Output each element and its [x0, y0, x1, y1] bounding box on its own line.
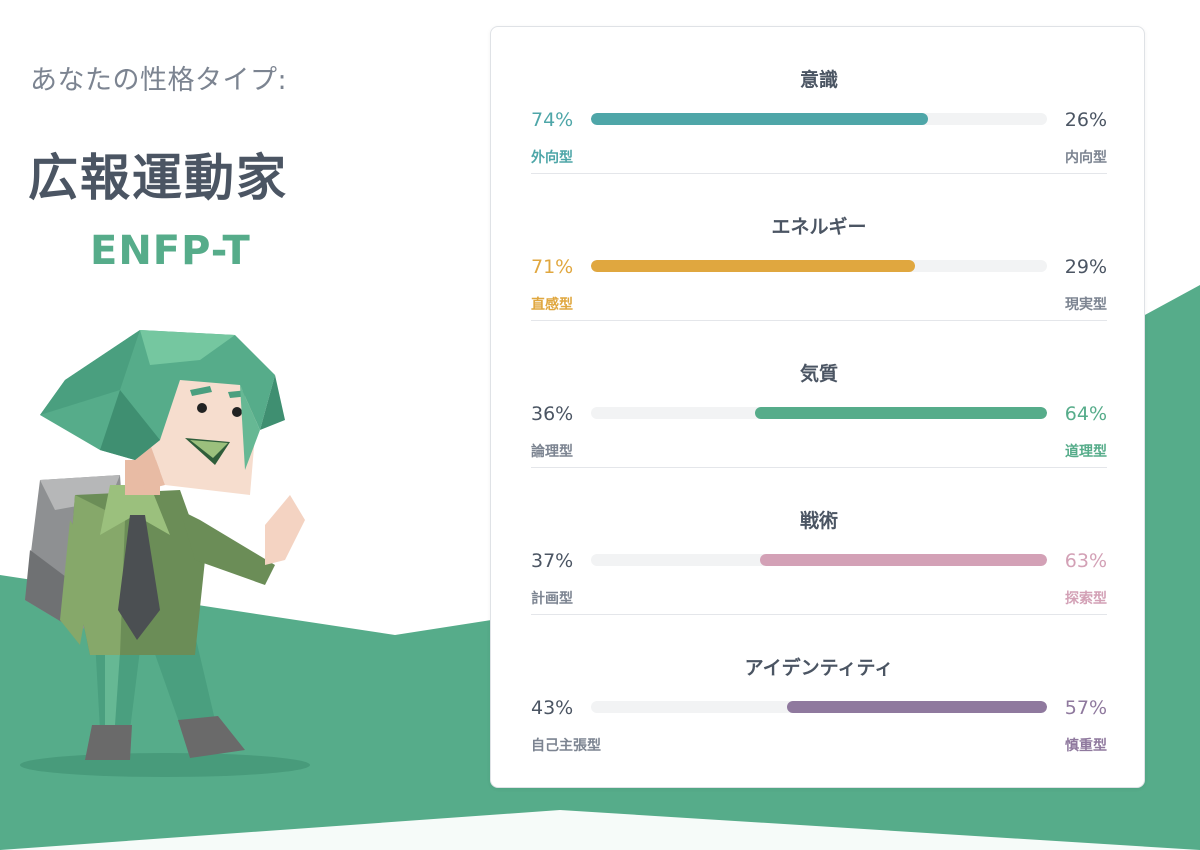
trait-right-percent: 63% [1064, 550, 1107, 572]
trait-breakdown-card: 意識 74% 26% 外向型 内向型 エネルギー 71% 29% 直感型 現実型… [490, 26, 1145, 788]
trait-right-percent: 57% [1064, 697, 1107, 719]
trait-left-percent: 37% [531, 550, 574, 572]
trait-right-label: 内向型 [1065, 150, 1107, 166]
trait-left-percent: 71% [531, 256, 574, 278]
type-summary-panel: あなたの性格タイプ: 広報運動家 ENFP-T [0, 0, 470, 850]
trait-left-label: 論理型 [531, 444, 573, 460]
trait-left-percent: 43% [531, 697, 574, 719]
divider [531, 173, 1107, 174]
trait-nature: 気質 36% 64% 論理型 道理型 [531, 321, 1107, 468]
trait-bar [591, 407, 1047, 419]
trait-left-label: 自己主張型 [531, 738, 601, 754]
trait-energy: エネルギー 71% 29% 直感型 現実型 [531, 174, 1107, 321]
trait-bar-fill [755, 407, 1047, 419]
trait-bar [591, 113, 1047, 125]
trait-bar [591, 260, 1047, 272]
trait-left-label: 外向型 [531, 150, 573, 166]
trait-title: エネルギー [771, 216, 867, 238]
trait-title: 戦術 [799, 510, 838, 532]
trait-left-percent: 74% [531, 109, 574, 131]
trait-extraversion: 意識 74% 26% 外向型 内向型 [531, 27, 1107, 174]
trait-title: アイデンティティ [744, 657, 894, 679]
trait-right-label: 探索型 [1065, 591, 1107, 607]
trait-left-percent: 36% [531, 403, 574, 425]
trait-right-percent: 64% [1064, 403, 1107, 425]
trait-bar-fill [591, 113, 928, 125]
trait-title: 気質 [799, 363, 838, 385]
divider [531, 467, 1107, 468]
subtitle: あなたの性格タイプ: [30, 65, 288, 96]
divider [531, 614, 1107, 615]
trait-bar [591, 701, 1047, 713]
trait-tactics: 戦術 37% 63% 計画型 探索型 [531, 468, 1107, 615]
trait-left-label: 直感型 [531, 297, 573, 313]
campaigner-illustration [20, 330, 310, 777]
trait-right-label: 道理型 [1065, 444, 1107, 460]
trait-left-label: 計画型 [531, 591, 573, 607]
trait-right-percent: 29% [1064, 256, 1107, 278]
trait-right-percent: 26% [1064, 109, 1107, 131]
type-name: 広報運動家 [28, 149, 288, 207]
trait-bar-fill [591, 260, 915, 272]
trait-right-label: 現実型 [1065, 297, 1107, 313]
divider [531, 320, 1107, 321]
trait-bar-fill [760, 554, 1047, 566]
trait-title: 意識 [799, 69, 838, 91]
trait-bar-fill [787, 701, 1047, 713]
type-code: ENFP-T [90, 228, 251, 274]
trait-right-label: 慎重型 [1065, 738, 1107, 754]
trait-identity: アイデンティティ 43% 57% 自己主張型 慎重型 [531, 615, 1107, 762]
trait-bar [591, 554, 1047, 566]
